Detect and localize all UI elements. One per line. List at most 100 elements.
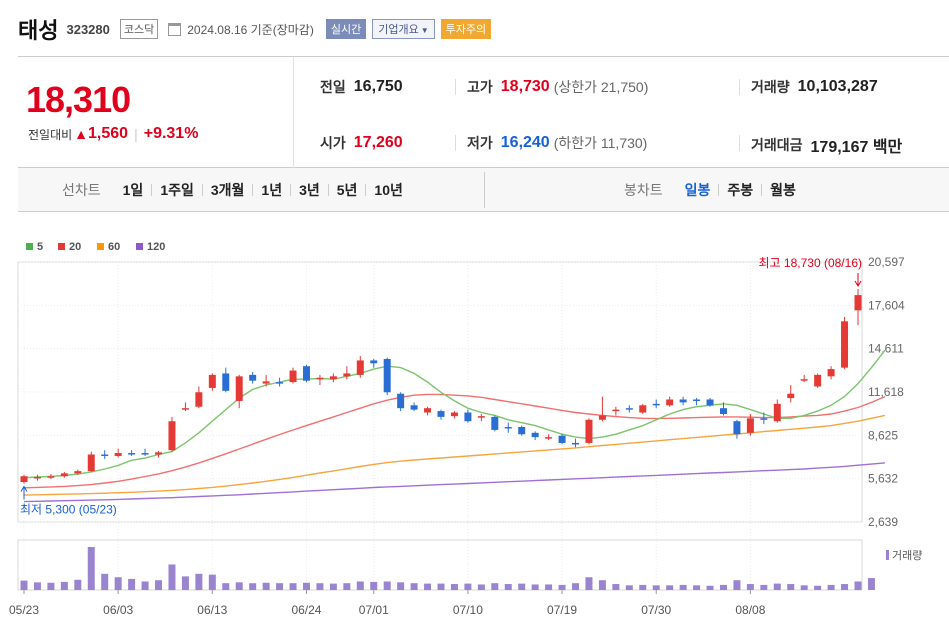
tab-3y[interactable]: 3년 [290,183,328,197]
open-value: 17,260 [353,134,403,151]
candle-body [504,427,512,429]
open-label: 시가 [320,135,346,151]
realtime-button[interactable]: 실시간 [325,19,367,39]
candle-body [693,399,701,401]
candle-body [531,432,539,438]
ma5-line [23,349,886,479]
candle-body [410,405,418,410]
market-badge: 코스닥 [119,19,159,39]
tab-daily[interactable]: 일봉 [684,182,711,198]
volume-bar [558,584,566,590]
change-amount: 1,560 [88,125,129,142]
tab-1w[interactable]: 1주일 [151,183,202,197]
candle-body [329,376,337,380]
volume-bar [787,584,795,590]
candle-body [612,409,620,412]
x-tick-label: 06/03 [103,603,133,617]
candle-body [491,416,499,430]
tab-10y[interactable]: 10년 [365,183,410,197]
tab-1y[interactable]: 1년 [252,183,290,197]
volume-bar [410,583,418,590]
amount-value: 179,167 백만 [810,139,903,156]
change-separator: | [134,126,138,142]
candle-body [316,377,324,380]
candle-body [814,374,822,387]
candle-body [827,369,835,377]
candle-body [20,476,28,483]
volume-bar [141,581,149,590]
volume-bar [168,564,176,590]
legend-label: 60 [108,241,120,253]
volume-bar [155,580,163,590]
amount-cell: 거래대금 179,167 백만 [751,133,902,157]
prev-close-cell: 전일 16,750 [320,77,403,97]
volume-bar [101,573,109,590]
candle-body [854,295,862,311]
candle-body [87,454,95,472]
volume-bar [424,583,432,590]
volume-bar [74,579,82,590]
candle-body [60,473,68,477]
volume-bar [437,583,445,590]
x-tick-label: 05/23 [9,603,39,617]
volume-bar [262,582,270,590]
candle-body [625,408,633,410]
chart-tabs: 선차트 1일 1주일 3개월 1년 3년 5년 10년 봉차트 일봉 주봉 월봉 [18,168,949,212]
volume-bar [867,578,875,590]
volume-bar [746,584,754,590]
volume-bar [60,581,68,590]
amount-label: 거래대금 [751,137,803,153]
volume-bar [504,584,512,590]
calendar-icon [168,22,182,36]
price-summary: 18,310 전일대비 ▲ 1,560 | +9.31% 전일 16,750 고… [18,56,949,168]
volume-bar [20,580,28,590]
candle-body [639,405,647,413]
stock-header: 태성 323280 코스닥 2024.08.16 기준(장마감) 실시간 기업개… [18,14,492,44]
volume-cell: 거래량 10,103,287 [751,77,878,97]
volume-value: 10,103,287 [797,78,878,95]
candle-body [558,435,566,443]
volume-bar [666,585,674,590]
candle-body [800,379,808,381]
tab-monthly[interactable]: 월봉 [761,183,804,197]
volume-bar [773,583,781,590]
candle-body [464,412,472,422]
y-tick-label: 17,604 [868,298,905,312]
candle-body [424,408,432,413]
x-tick-label: 07/10 [453,603,483,617]
high-cell: 고가 18,730 (상한가 21,750) [467,77,648,97]
volume-legend-swatch [886,550,889,560]
volume-bar [397,582,405,590]
candle-body [168,421,176,451]
candle-body [841,321,849,368]
tab-1d[interactable]: 1일 [122,182,144,198]
company-overview-dropdown[interactable]: 기업개요 ▼ [372,19,435,39]
y-tick-label: 2,639 [868,515,898,529]
volume-bar [612,584,620,590]
volume-bar [652,585,660,590]
tab-3m[interactable]: 3개월 [201,183,253,197]
change-row: 전일대비 ▲ 1,560 | +9.31% [28,125,198,143]
candle-body [760,418,768,420]
volume-legend-label: 거래량 [892,549,922,562]
legend-label: 120 [147,241,165,253]
y-tick-label: 14,611 [868,342,904,356]
tab-5y[interactable]: 5년 [327,183,366,197]
candle-body [262,381,270,384]
lower-limit: (하한가 11,730) [553,135,648,151]
candle-body [746,418,754,433]
legend-swatch [97,243,104,250]
volume-bar [370,581,378,590]
candle-body [733,421,741,435]
high-label: 고가 [467,79,493,95]
volume-bar [760,584,768,590]
candle-body [47,476,55,478]
volume-bar [235,582,243,590]
x-tick-label: 07/01 [359,603,389,617]
tab-weekly[interactable]: 주봉 [718,183,761,197]
volume-bar [585,577,593,590]
volume-bar [181,576,189,590]
stock-code: 323280 [66,21,110,37]
candle-chart-tabs: 봉차트 일봉 주봉 월봉 [624,168,804,212]
legend-swatch [26,243,33,250]
